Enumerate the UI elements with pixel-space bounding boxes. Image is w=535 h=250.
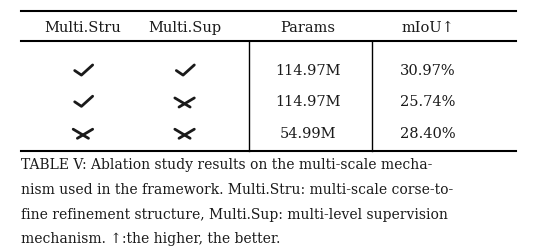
Text: 30.97%: 30.97% [400, 64, 456, 78]
Text: nism used in the framework. Multi.Stru: multi-scale corse-to-: nism used in the framework. Multi.Stru: … [21, 184, 454, 198]
Text: 54.99M: 54.99M [279, 127, 336, 141]
Text: 25.74%: 25.74% [400, 96, 456, 110]
Text: 114.97M: 114.97M [275, 64, 340, 78]
Text: mIoU↑: mIoU↑ [402, 21, 454, 35]
Text: Multi.Stru: Multi.Stru [44, 21, 121, 35]
Text: fine refinement structure, Multi.Sup: multi-level supervision: fine refinement structure, Multi.Sup: mu… [21, 208, 448, 222]
Text: Multi.Sup: Multi.Sup [148, 21, 221, 35]
Text: 114.97M: 114.97M [275, 96, 340, 110]
Text: Params: Params [280, 21, 335, 35]
Text: 28.40%: 28.40% [400, 127, 456, 141]
Text: TABLE V: Ablation study results on the multi-scale mecha-: TABLE V: Ablation study results on the m… [21, 158, 433, 172]
Text: mechanism. ↑:the higher, the better.: mechanism. ↑:the higher, the better. [21, 232, 281, 246]
